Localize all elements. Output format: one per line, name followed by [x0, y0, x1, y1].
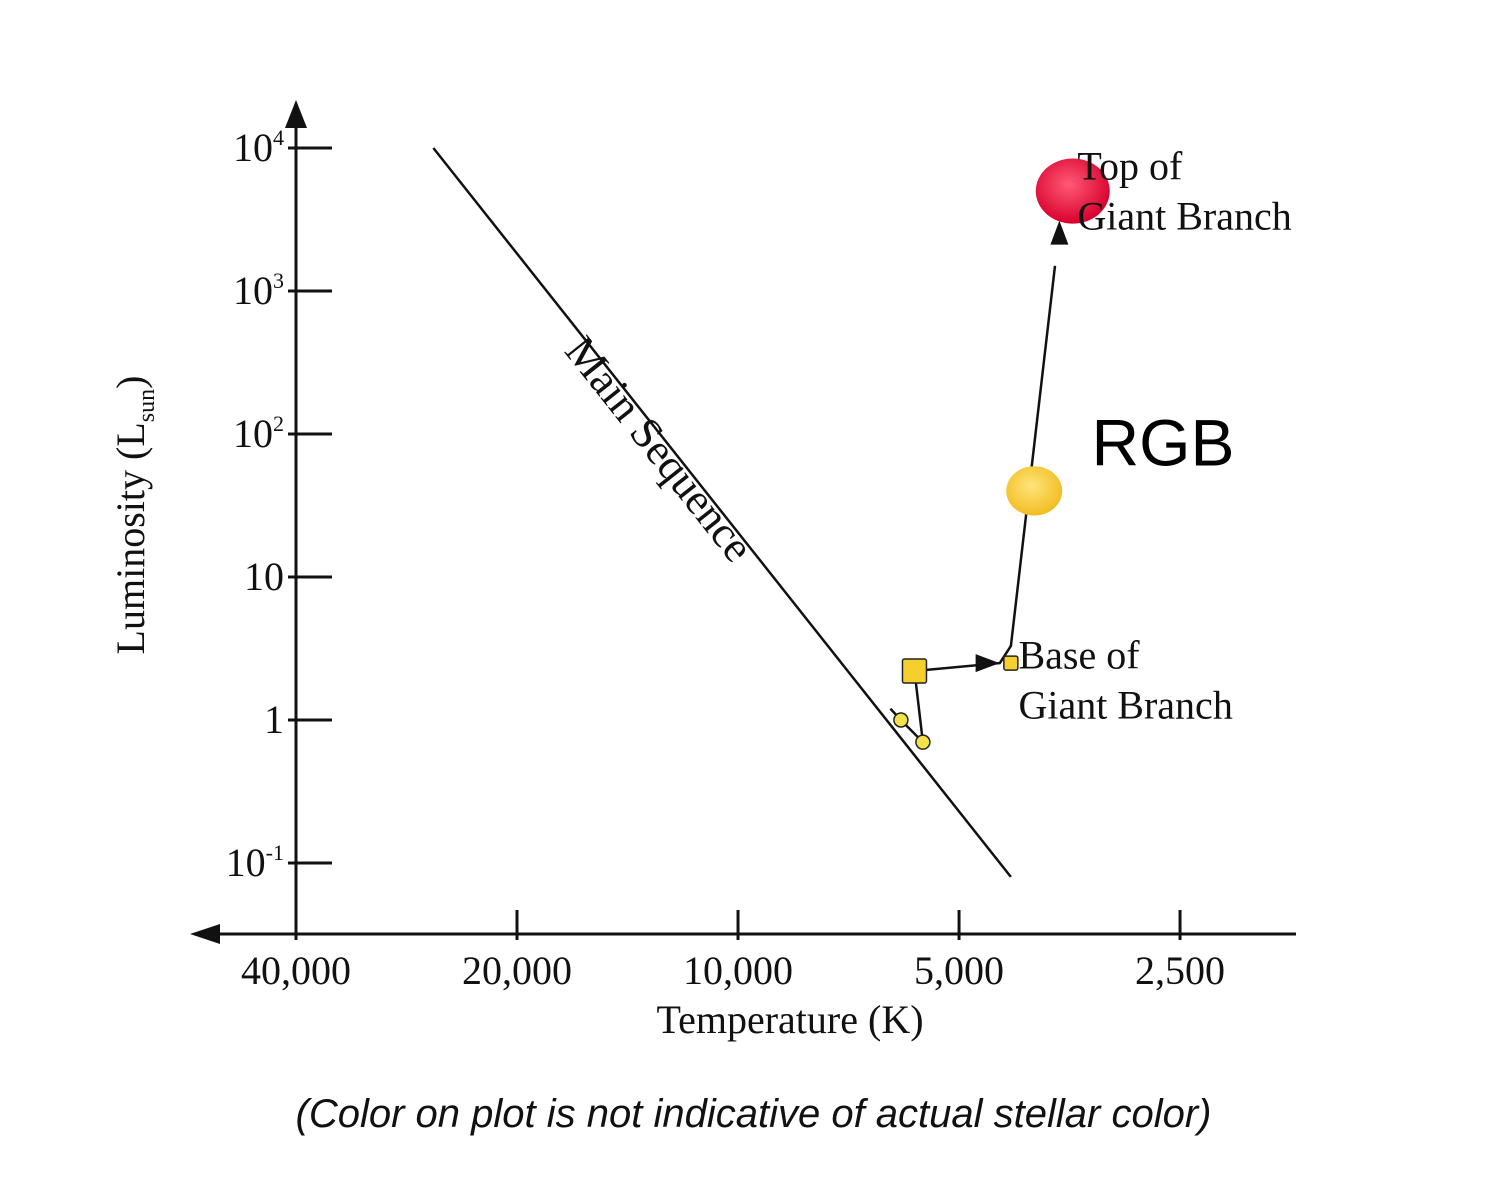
x-axis-arrowhead [190, 924, 220, 944]
annotation-line: Base of [1018, 632, 1140, 677]
y-tick-label: 102 [233, 411, 284, 456]
y-tick-exponent: 4 [273, 125, 284, 150]
x-tick-label: 40,000 [241, 948, 351, 993]
annotation-line: Giant Branch [1077, 194, 1291, 239]
track-arrows [975, 220, 1069, 673]
x-tick-label: 2,500 [1135, 948, 1225, 993]
chart-caption: (Color on plot is not indicative of actu… [295, 1092, 1212, 1136]
star-marker-square [901, 658, 928, 684]
x-tick-label: 5,000 [914, 948, 1004, 993]
y-tick-label: 103 [233, 268, 284, 313]
star-marker-circle [915, 734, 931, 750]
y-tick-base: 10 [226, 840, 266, 885]
y-axis-label-sub: sun [134, 389, 160, 422]
axes [190, 100, 1296, 944]
y-tick-exponent: -1 [266, 840, 284, 865]
annotations: Top of Giant Branch Base of Giant Branch RGB [1018, 144, 1291, 728]
y-tick-exponent: 3 [273, 268, 284, 293]
rgb-label: RGB [1092, 406, 1235, 480]
track-arrowhead [975, 654, 1000, 673]
x-tick-label: 10,000 [683, 948, 793, 993]
y-tick-base: 10 [233, 411, 273, 456]
main-sequence-label: Main Sequence [556, 327, 764, 571]
y-tick-base: 10 [244, 554, 284, 599]
star-marker-circle [1035, 158, 1110, 224]
y-tick-label: 1 [264, 697, 284, 742]
annotation-line: Giant Branch [1018, 682, 1232, 727]
star-marker-square [1003, 655, 1019, 671]
y-axis-arrowhead [285, 100, 307, 128]
x-axis-label: Temperature (K) [656, 997, 923, 1042]
y-tick-label: 104 [233, 125, 284, 170]
star-marker-circle [893, 712, 909, 728]
y-tick-base: 10 [233, 268, 273, 313]
y-tick-label: 10 [244, 554, 284, 599]
y-axis-label: Luminosity (Lsun) [108, 376, 160, 655]
y-tick-base: 1 [264, 697, 284, 742]
x-tick-label: 20,000 [462, 948, 572, 993]
main-sequence-line [432, 147, 1012, 878]
y-tick-base: 10 [233, 125, 273, 170]
y-axis-label-close: ) [108, 376, 153, 389]
star-markers [893, 158, 1110, 750]
y-tick-label: 10-1 [226, 840, 284, 885]
y-tick-exponent: 2 [273, 411, 284, 436]
track-arrowhead [1050, 220, 1069, 245]
star-marker-circle [1006, 466, 1063, 516]
annotation-line: Top of [1077, 144, 1183, 189]
y-axis-label-main: Luminosity (L [108, 422, 153, 654]
x-axis-ticks: 40,000 20,000 10,000 5,000 2,500 [241, 910, 1225, 993]
